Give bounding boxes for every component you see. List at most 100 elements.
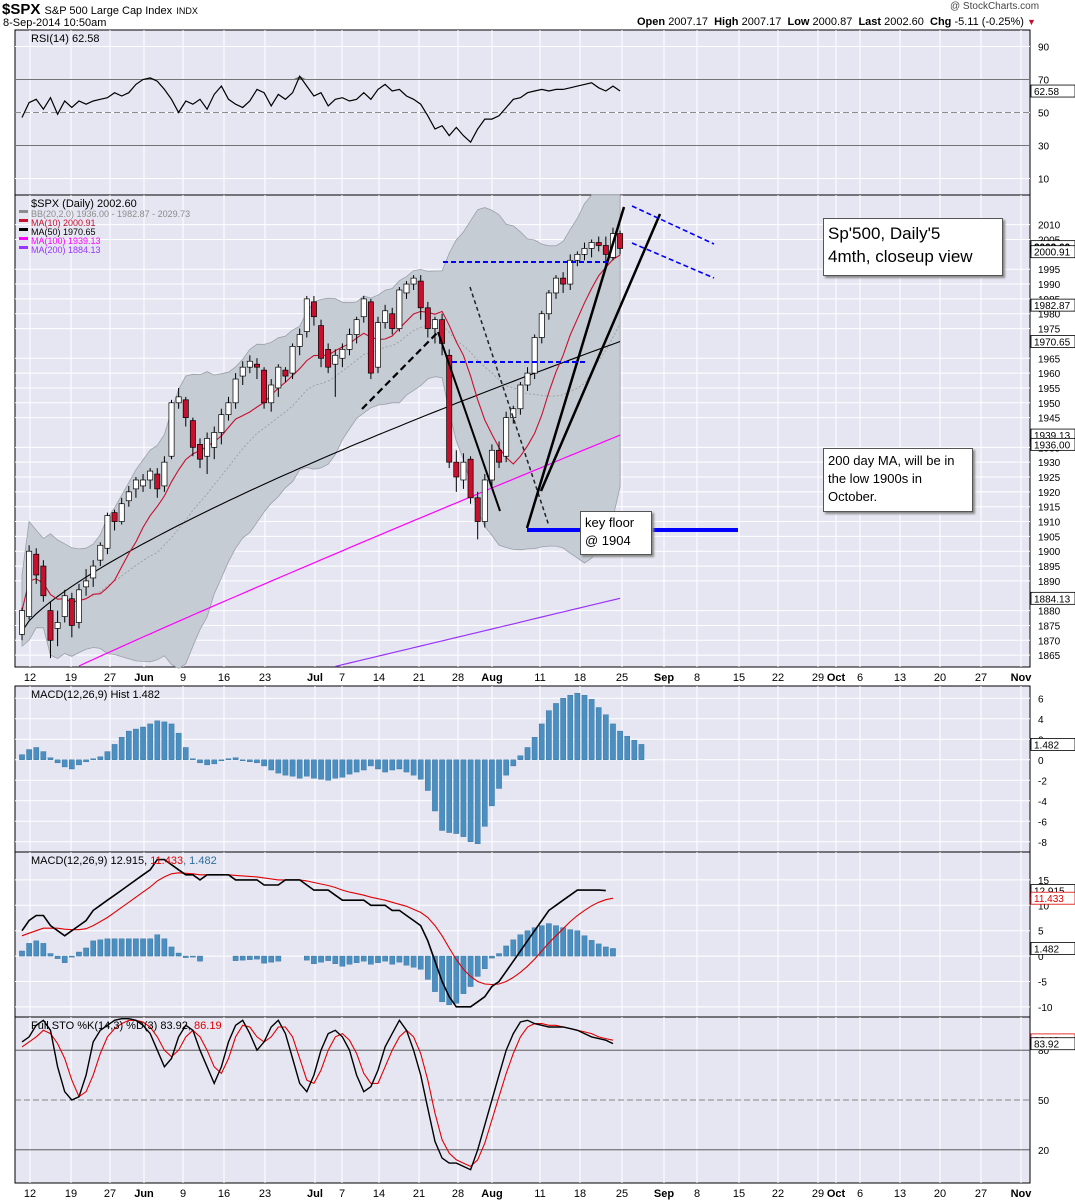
candle-body xyxy=(197,444,203,460)
hist-bar xyxy=(26,749,32,760)
ma200-line xyxy=(335,597,621,667)
rsi-tick: 30 xyxy=(1038,142,1050,153)
hist-bar xyxy=(97,756,104,760)
x-axis-label: 23 xyxy=(259,672,271,684)
hist-bar xyxy=(588,699,595,760)
candle xyxy=(446,349,453,469)
candle-body xyxy=(332,354,339,365)
candle xyxy=(232,373,239,409)
candle-body xyxy=(47,610,54,641)
candle xyxy=(83,569,90,596)
candle xyxy=(211,426,218,460)
x-axis-label: 15 xyxy=(733,1188,745,1200)
hist-tick: 0 xyxy=(1038,756,1044,767)
candle xyxy=(104,512,111,555)
rsi-value-tag-box xyxy=(1030,84,1075,98)
macd-hist-bar xyxy=(168,946,175,957)
macd-hist-bar xyxy=(133,938,139,957)
candle-body xyxy=(595,242,602,246)
symbol: $SPX xyxy=(2,1,41,18)
hist-bar xyxy=(175,732,182,760)
hist-bar xyxy=(33,747,40,760)
hist-bar xyxy=(318,759,324,780)
macd-tick: 5 xyxy=(1038,927,1044,938)
candle-body xyxy=(531,337,538,374)
rising-channel-line-lower xyxy=(539,213,662,492)
rsi-title: RSI(14) 62.58 xyxy=(31,33,99,45)
candle xyxy=(68,592,75,638)
legend-entry: MA(200) 1884.13 xyxy=(31,245,101,255)
price-tick: 2010 xyxy=(1038,221,1061,232)
x-axis-label: 6 xyxy=(857,672,863,684)
candle-body xyxy=(602,245,609,255)
macd-hist-bar xyxy=(474,955,481,977)
hist-bar xyxy=(603,714,609,760)
macd-hist-bar xyxy=(396,955,403,963)
macd-hist-bar xyxy=(610,948,616,957)
candle-body xyxy=(90,565,97,579)
x-axis-label: Nov xyxy=(1011,672,1033,684)
candle xyxy=(40,560,47,602)
x-axis-label: 6 xyxy=(857,1188,863,1200)
x-axis-label: Sep xyxy=(654,1188,674,1200)
price-tick: 1980 xyxy=(1038,310,1061,321)
candle-body xyxy=(147,470,154,481)
candle-body xyxy=(432,319,438,329)
ma100-line xyxy=(78,434,621,667)
macd-hist-bar xyxy=(453,955,460,1004)
sto-value-tag-box xyxy=(1030,1037,1075,1051)
candle-body xyxy=(261,369,268,404)
macd-hist-bar xyxy=(460,955,467,994)
macd-hist-bar xyxy=(111,938,118,957)
sto-d-line xyxy=(21,1019,614,1168)
x-axis-label: Jul xyxy=(307,672,323,684)
hist-bar xyxy=(446,759,453,833)
hist-bar xyxy=(403,759,410,773)
falling-wedge-lower xyxy=(631,242,715,279)
hist-bar xyxy=(140,726,146,760)
candle-body xyxy=(567,259,574,285)
timestamp: 8-Sep-2014 10:50am xyxy=(3,17,107,29)
candle-body xyxy=(403,283,410,294)
macd-hist-bar xyxy=(140,938,146,957)
x-axis-label: 19 xyxy=(65,672,77,684)
macd-hist-bar xyxy=(104,938,111,957)
candle-body xyxy=(154,473,161,490)
hist-bar xyxy=(83,759,89,763)
macd-hist-bar xyxy=(339,955,346,967)
macd-hist-bar xyxy=(360,955,367,962)
candle-body xyxy=(33,553,40,576)
macd-hist-bar xyxy=(546,923,552,957)
x-axis-label: 21 xyxy=(413,672,425,684)
candle xyxy=(282,367,289,383)
price-tick: 1895 xyxy=(1038,562,1061,573)
candle-body xyxy=(125,491,132,502)
macd-hist-bar xyxy=(47,953,54,957)
candle xyxy=(496,441,502,469)
candle xyxy=(275,364,282,397)
candle-body xyxy=(161,461,168,487)
rising-dashed-trendline xyxy=(361,331,439,410)
hist-bar xyxy=(261,759,267,767)
candle xyxy=(375,316,381,374)
hist-bar xyxy=(517,755,524,760)
rsi-tick: 50 xyxy=(1038,109,1050,120)
candle xyxy=(353,316,360,344)
candle-body xyxy=(581,248,588,255)
macd-hist-bar xyxy=(553,925,559,957)
candle xyxy=(189,417,196,457)
candle-body xyxy=(26,550,33,617)
candle xyxy=(617,230,624,255)
price-value-tag-box xyxy=(1030,591,1075,605)
candle xyxy=(417,275,424,320)
price-value-tag: 1982.87 xyxy=(1034,301,1071,312)
macd-hist-bar xyxy=(439,955,445,1002)
price-tick: 1925 xyxy=(1038,473,1061,484)
hist-bar xyxy=(546,710,552,760)
candle-body xyxy=(446,354,453,463)
hist-bar xyxy=(624,736,630,760)
x-axis-label: Oct xyxy=(827,1188,846,1200)
candle-body xyxy=(346,334,353,350)
symbol-title: $SPX S&P 500 Large Cap Index INDX xyxy=(2,1,198,18)
